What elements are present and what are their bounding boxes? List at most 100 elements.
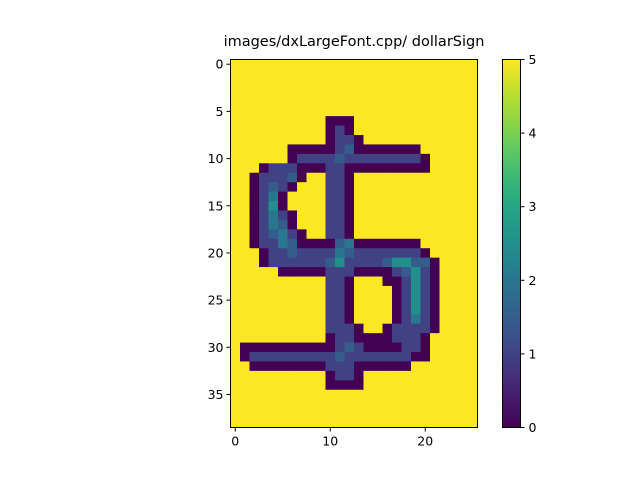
heatmap-cell [240, 219, 250, 230]
heatmap-cell [306, 370, 317, 381]
heatmap-cell [468, 68, 478, 79]
heatmap-cell [439, 153, 450, 164]
heatmap-cell [240, 352, 250, 362]
heatmap-cell [259, 323, 269, 334]
heatmap-cell [420, 361, 431, 372]
heatmap-cell [354, 352, 364, 362]
heatmap-cell [240, 68, 250, 79]
heatmap-cell [411, 304, 421, 315]
heatmap-cell [230, 191, 241, 202]
heatmap-cell [392, 97, 402, 108]
heatmap-cell [468, 267, 478, 277]
heatmap-cell [325, 304, 336, 315]
heatmap-cell [449, 97, 459, 108]
heatmap-cell [344, 210, 355, 221]
heatmap-cell [344, 229, 355, 240]
heatmap-cell [297, 333, 307, 343]
heatmap-cell [420, 125, 431, 136]
heatmap-cell [278, 314, 288, 325]
heatmap-cell [354, 380, 364, 391]
heatmap-cell [306, 285, 317, 296]
heatmap-cell [259, 219, 269, 230]
heatmap-cell [373, 97, 383, 108]
heatmap-cell [297, 276, 307, 287]
heatmap-cell [439, 201, 450, 211]
heatmap-cell [411, 257, 421, 268]
heatmap-cell [249, 87, 260, 98]
heatmap-cell [297, 125, 307, 136]
heatmap-cell [458, 380, 469, 391]
heatmap-cell [449, 191, 459, 202]
heatmap-cell [449, 248, 459, 259]
heatmap-cell [392, 106, 402, 117]
heatmap-cell [344, 116, 355, 126]
heatmap-cell [259, 314, 269, 325]
heatmap-cell [278, 267, 288, 277]
heatmap-cell [392, 418, 402, 428]
heatmap-cell [325, 201, 336, 211]
heatmap-cell [344, 153, 355, 164]
heatmap-cell [354, 97, 364, 108]
heatmap-cell [449, 257, 459, 268]
heatmap-cell [297, 361, 307, 372]
heatmap-cell [287, 172, 298, 183]
heatmap-cell [325, 210, 336, 221]
heatmap-cell [363, 78, 374, 89]
heatmap-cell [287, 267, 298, 277]
heatmap-cell [382, 370, 393, 381]
heatmap-cell [297, 352, 307, 362]
heatmap-cell [268, 267, 279, 277]
heatmap-cell [439, 361, 450, 372]
heatmap-cell [287, 210, 298, 221]
heatmap-cell [268, 134, 279, 145]
heatmap-cell [458, 323, 469, 334]
heatmap-cell [354, 314, 364, 325]
heatmap-cell [297, 418, 307, 428]
heatmap-cell [249, 389, 260, 400]
heatmap-cell [411, 352, 421, 362]
heatmap-cell [268, 59, 279, 70]
heatmap-cell [259, 408, 269, 419]
heatmap-cell [230, 125, 241, 136]
heatmap-cell [344, 267, 355, 277]
heatmap-cell [316, 134, 326, 145]
heatmap-cell [354, 210, 364, 221]
heatmap-cell [335, 380, 345, 391]
heatmap-cell [458, 201, 469, 211]
heatmap-cell [420, 323, 431, 334]
heatmap-cell [230, 389, 241, 400]
heatmap-cell [430, 97, 440, 108]
heatmap-cell [373, 78, 383, 89]
heatmap-cell [363, 97, 374, 108]
heatmap-cell [373, 116, 383, 126]
heatmap-cell [306, 144, 317, 155]
heatmap-cell [335, 97, 345, 108]
heatmap-cell [335, 370, 345, 381]
heatmap-cell [259, 389, 269, 400]
heatmap-cell [354, 342, 364, 353]
heatmap-cell [430, 418, 440, 428]
heatmap-cell [373, 125, 383, 136]
heatmap-cell [420, 106, 431, 117]
heatmap-cell [240, 106, 250, 117]
heatmap-cell [439, 97, 450, 108]
heatmap-cell [401, 333, 412, 343]
heatmap-cell [411, 210, 421, 221]
heatmap-cell [287, 144, 298, 155]
heatmap-cell [240, 229, 250, 240]
heatmap-cell [278, 333, 288, 343]
heatmap-cell [430, 87, 440, 98]
heatmap-cell [430, 257, 440, 268]
heatmap-cell [439, 323, 450, 334]
heatmap-cell [354, 257, 364, 268]
heatmap-cell [344, 380, 355, 391]
heatmap-cell [411, 172, 421, 183]
heatmap-cell [373, 106, 383, 117]
heatmap-cell [401, 68, 412, 79]
heatmap-cell [401, 276, 412, 287]
heatmap-cell [240, 304, 250, 315]
heatmap-cell [449, 172, 459, 183]
heatmap-cell [249, 418, 260, 428]
heatmap-cell [278, 248, 288, 259]
heatmap-cell [449, 116, 459, 126]
